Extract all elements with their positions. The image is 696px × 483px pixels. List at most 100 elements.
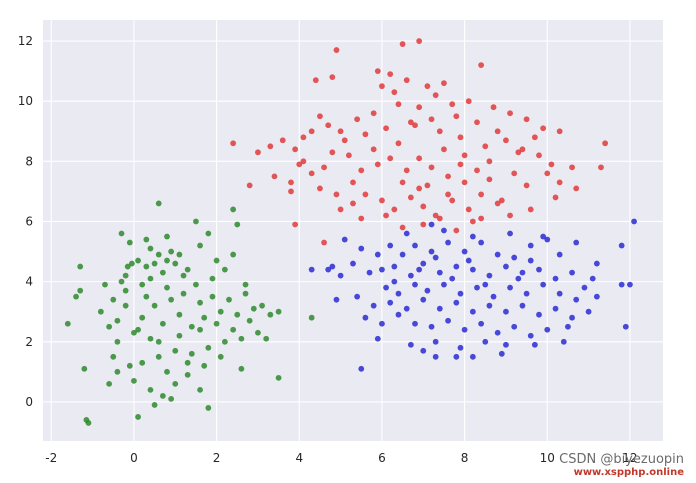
data-point [308,314,315,321]
data-point [420,260,427,267]
data-point [503,137,509,144]
data-point [321,239,327,246]
data-point [321,164,327,171]
data-point [205,230,212,237]
data-point [230,206,237,213]
y-tick-label: 12 [18,34,33,48]
data-point [172,347,179,354]
data-point [573,185,580,192]
data-points [64,38,637,426]
x-tick-label: 10 [540,451,555,465]
data-point [201,314,208,321]
data-point [436,215,443,222]
x-tick-label: 8 [461,451,469,465]
data-point [341,137,348,144]
data-point [407,341,414,348]
data-point [242,290,249,297]
data-point [486,158,493,165]
data-point [300,158,307,165]
data-point [366,269,373,276]
data-point [124,263,131,270]
data-point [387,71,394,78]
data-point [478,62,485,69]
data-point [217,308,224,315]
data-point [465,206,472,213]
series-1 [308,218,637,372]
data-point [511,170,518,177]
data-point [345,152,352,159]
data-point [292,221,299,228]
data-point [358,167,365,174]
data-point [387,299,394,306]
data-point [337,272,344,279]
data-point [569,164,575,171]
data-point [128,260,135,267]
data-point [151,402,158,408]
x-tick-label: 12 [622,451,637,465]
data-point [374,335,381,342]
data-point [155,200,162,207]
data-point [445,173,451,180]
data-point [469,353,476,360]
data-point [246,182,253,189]
data-point [300,134,307,141]
data-point [461,152,468,159]
data-point [552,275,559,282]
data-point [449,197,456,204]
data-point [478,320,485,327]
data-point [205,344,212,351]
data-point [490,104,497,111]
data-point [139,359,146,366]
data-point [106,323,113,330]
data-point [445,239,451,246]
data-point [255,149,261,156]
data-point [114,317,121,324]
data-point [168,296,175,303]
data-point [118,230,125,237]
data-point [432,338,439,345]
data-point [424,182,431,189]
data-point [172,260,179,267]
data-point [436,128,443,135]
data-point [147,245,154,252]
data-point [333,296,340,303]
data-point [317,113,323,120]
data-point [271,173,278,180]
data-point [279,137,286,144]
data-point [184,359,191,366]
x-tick-label: 4 [295,451,303,465]
data-point [420,221,427,228]
data-point [358,365,365,372]
data-point [585,308,592,315]
data-point [507,110,513,117]
data-point [453,263,460,270]
data-point [77,263,84,270]
data-point [428,248,435,255]
data-point [147,335,154,342]
data-point [230,140,237,147]
data-point [176,311,183,318]
data-point [407,119,414,126]
data-point [197,386,203,393]
data-point [135,414,141,420]
data-point [180,272,187,279]
data-point [593,260,600,267]
data-point [263,335,270,342]
data-point [379,83,385,90]
data-point [395,140,402,147]
data-point [159,392,166,399]
data-point [391,89,398,96]
data-point [478,239,485,246]
data-point [556,290,563,297]
data-point [370,146,377,153]
data-point [428,323,435,330]
data-point [234,221,241,228]
data-point [350,260,356,267]
data-point [432,353,439,360]
data-point [238,365,245,372]
data-point [126,239,133,246]
data-point [589,275,596,282]
data-point [445,317,451,324]
data-point [569,314,575,321]
data-point [362,131,369,138]
